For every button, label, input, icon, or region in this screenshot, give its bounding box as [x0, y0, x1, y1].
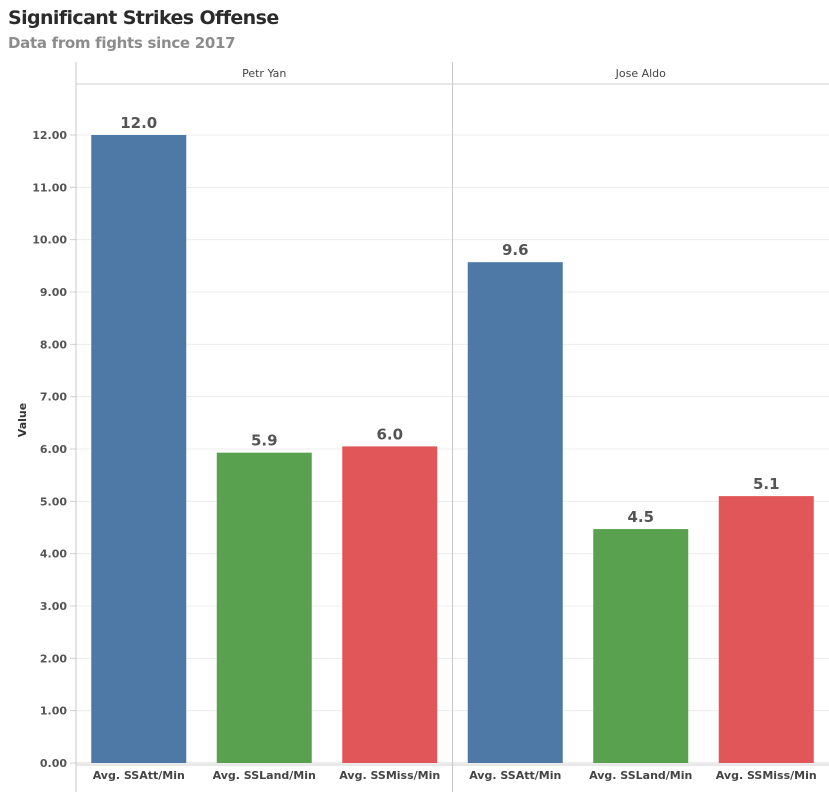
y-tick-label: 11.00 [32, 181, 67, 194]
chart-title: Significant Strikes Offense [8, 7, 279, 29]
y-tick-label: 12.00 [32, 129, 67, 142]
bar [216, 452, 312, 763]
bar-value-label: 12.0 [120, 114, 157, 132]
y-tick-label: 2.00 [40, 652, 67, 665]
y-tick-label: 5.00 [40, 495, 67, 508]
y-tick-label: 4.00 [40, 548, 67, 561]
bar [593, 529, 689, 763]
y-tick-label: 6.00 [40, 443, 67, 456]
y-tick-label: 7.00 [40, 391, 67, 404]
bar [467, 262, 563, 763]
bar [342, 446, 438, 763]
y-tick-label: 1.00 [40, 705, 67, 718]
bar [91, 135, 187, 763]
bar-value-label: 5.1 [753, 475, 780, 493]
bar-value-label: 4.5 [627, 508, 654, 526]
x-tick-label: Avg. SSMiss/Min [716, 769, 817, 782]
x-tick-label: Avg. SSAtt/Min [93, 769, 185, 782]
y-tick-label: 0.00 [40, 757, 67, 770]
y-axis-label: Value [16, 403, 29, 437]
bar [718, 496, 814, 763]
y-tick-label: 8.00 [40, 338, 67, 351]
x-tick-label: Avg. SSMiss/Min [339, 769, 440, 782]
y-tick-label: 9.00 [40, 286, 67, 299]
bar-value-label: 5.9 [251, 432, 278, 450]
panel-header-label: Jose Aldo [615, 67, 667, 80]
x-tick-label: Avg. SSLand/Min [589, 769, 692, 782]
bar-value-label: 9.6 [502, 241, 529, 259]
x-tick-label: Avg. SSLand/Min [213, 769, 316, 782]
bar-value-label: 6.0 [376, 425, 403, 443]
panel-header-label: Petr Yan [242, 67, 286, 80]
x-tick-label: Avg. SSAtt/Min [469, 769, 561, 782]
chart-subtitle: Data from fights since 2017 [8, 34, 236, 52]
y-tick-label: 10.00 [32, 234, 67, 247]
y-tick-label: 3.00 [40, 600, 67, 613]
